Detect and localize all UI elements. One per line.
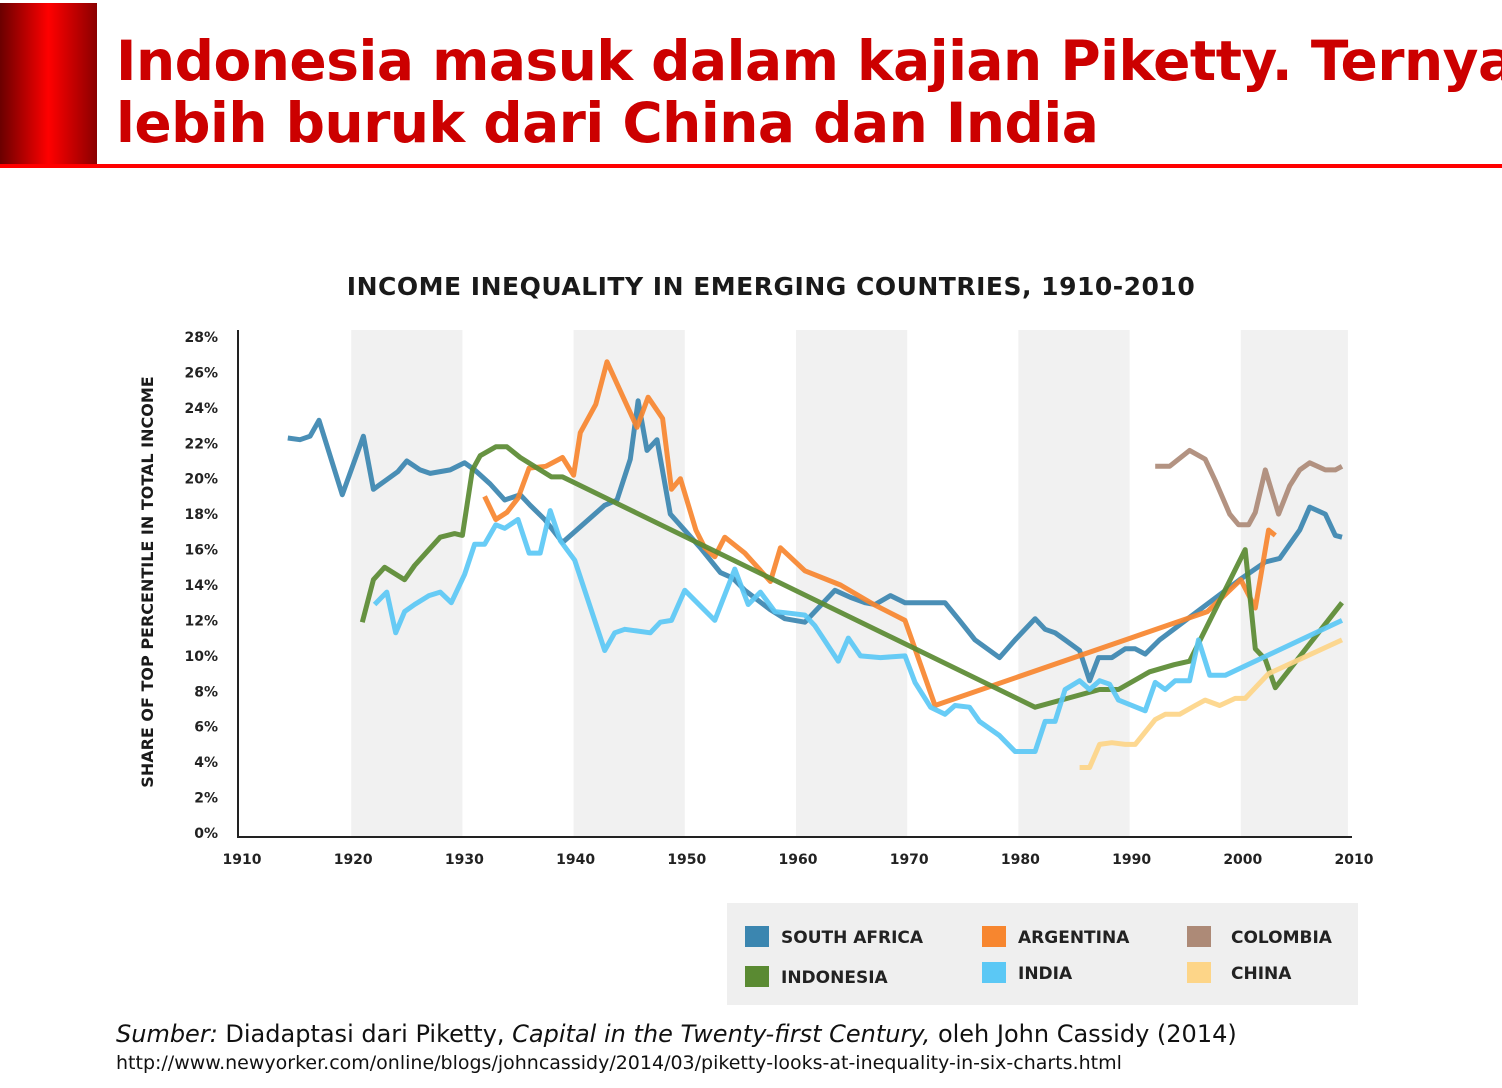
x-tick-label: 1930 bbox=[445, 852, 484, 868]
y-tick-label: 4% bbox=[194, 755, 218, 771]
y-tick-label: 16% bbox=[184, 543, 218, 559]
series-line-colombia bbox=[1155, 447, 1344, 528]
y-axis-label: SHARE OF TOP PERCENTILE IN TOTAL INCOME bbox=[138, 376, 157, 787]
slide-title-line-2: lebih buruk dari China dan India bbox=[116, 91, 1099, 155]
x-tick-label: 1990 bbox=[1112, 852, 1151, 868]
header-accent-block bbox=[0, 3, 97, 165]
legend-swatch bbox=[1187, 926, 1211, 947]
y-tick-label: 20% bbox=[184, 472, 218, 488]
legend-swatch bbox=[982, 926, 1006, 947]
series-line-indonesia bbox=[359, 444, 1344, 710]
x-tick-label: 1960 bbox=[779, 852, 818, 868]
legend-background bbox=[727, 903, 1358, 1005]
series-line-argentina bbox=[482, 359, 1277, 708]
source-text-2: oleh John Cassidy (2014) bbox=[930, 1020, 1237, 1048]
header-divider bbox=[0, 164, 1502, 168]
source-citation: Sumber: Diadaptasi dari Piketty, Capital… bbox=[116, 1020, 1237, 1048]
legend-label: SOUTH AFRICA bbox=[781, 928, 924, 948]
slide-title: Indonesia masuk dalam kajian Piketty. Te… bbox=[116, 30, 1502, 154]
y-tick-label: 10% bbox=[184, 649, 218, 665]
legend-label: COLOMBIA bbox=[1231, 928, 1333, 948]
shaded-decade-band bbox=[796, 330, 908, 837]
source-text-1: Diadaptasi dari Piketty, bbox=[217, 1020, 513, 1048]
legend-swatch bbox=[745, 926, 769, 947]
y-tick-label: 14% bbox=[184, 578, 218, 594]
x-tick-label: 1950 bbox=[667, 852, 706, 868]
legend-swatch bbox=[745, 966, 769, 987]
legend-swatch bbox=[1187, 962, 1211, 983]
series-line-india bbox=[372, 508, 1344, 754]
slide-title-line-1: Indonesia masuk dalam kajian Piketty. Te… bbox=[116, 29, 1502, 93]
legend: SOUTH AFRICA ARGENTINA COLOMBIA INDONESIA IN… bbox=[727, 903, 1358, 1005]
source-url[interactable]: http://www.newyorker.com/online/blogs/jo… bbox=[116, 1052, 1122, 1074]
x-tick-label: 2010 bbox=[1335, 852, 1374, 868]
shaded-decade-band bbox=[351, 330, 463, 837]
y-tick-label: 6% bbox=[194, 720, 218, 736]
legend-label: CHINA bbox=[1231, 964, 1292, 984]
legend-label: ARGENTINA bbox=[1018, 928, 1130, 948]
x-tick-label: 1920 bbox=[334, 852, 373, 868]
y-tick-label: 2% bbox=[194, 791, 218, 807]
source-book-title: Capital in the Twenty-first Century, bbox=[512, 1020, 931, 1048]
x-tick-label: 1940 bbox=[556, 852, 595, 868]
source-label: Sumber: bbox=[116, 1020, 218, 1048]
shaded-decade-band bbox=[1018, 330, 1130, 837]
legend-label: INDONESIA bbox=[781, 968, 889, 988]
legend-swatch bbox=[982, 962, 1006, 983]
x-tick-label: 2000 bbox=[1223, 852, 1262, 868]
chart-title: INCOME INEQUALITY IN EMERGING COUNTRIES,… bbox=[347, 272, 1195, 301]
series-line-south-africa bbox=[287, 398, 1343, 684]
y-tick-label: 24% bbox=[184, 401, 218, 417]
y-tick-label: 8% bbox=[194, 684, 218, 700]
y-tick-label: 18% bbox=[184, 507, 218, 523]
y-tick-label: 12% bbox=[184, 613, 218, 629]
shaded-decade-band bbox=[1240, 330, 1348, 837]
x-tick-label: 1970 bbox=[890, 852, 929, 868]
legend-label: INDIA bbox=[1018, 964, 1073, 984]
series-line-china bbox=[1079, 637, 1344, 770]
x-tick-label: 1910 bbox=[223, 852, 262, 868]
y-tick-label: 26% bbox=[184, 365, 218, 381]
y-tick-label: 0% bbox=[194, 826, 218, 842]
y-tick-label: 22% bbox=[184, 436, 218, 452]
x-tick-label: 1980 bbox=[1001, 852, 1040, 868]
y-tick-label: 28% bbox=[184, 330, 218, 346]
